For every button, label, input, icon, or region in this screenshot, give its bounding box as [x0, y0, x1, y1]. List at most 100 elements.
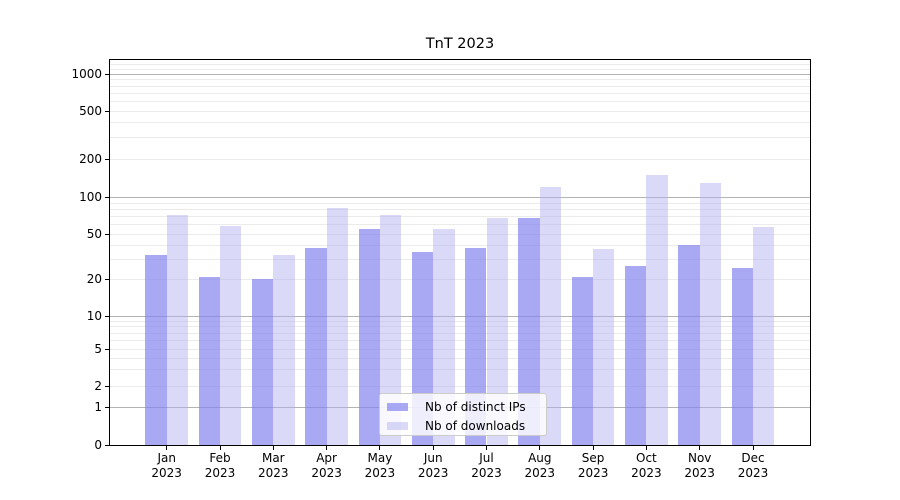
legend-item-distinct-ips: Nb of distinct IPs: [380, 397, 546, 416]
bar-downloads-mar: [273, 254, 295, 445]
y-tick-label: 200: [79, 152, 102, 167]
legend-label-distinct-ips: Nb of distinct IPs: [425, 399, 526, 414]
minor-gridline: [110, 369, 810, 371]
minor-gridline: [110, 233, 810, 235]
x-tick-month: Oct: [636, 451, 657, 465]
x-tick-label-sep: Sep 2023: [563, 451, 623, 481]
x-tick-label-jul: Jul 2023: [457, 451, 517, 481]
bar-downloads-dec: [753, 227, 775, 445]
x-tick-year: 2023: [258, 466, 289, 480]
x-tick-year: 2023: [311, 466, 342, 480]
minor-gridline: [110, 320, 810, 322]
bar-downloads-aug: [539, 187, 562, 445]
x-tick-mark: [432, 446, 434, 450]
x-tick-year: 2023: [204, 466, 236, 480]
minor-gridline: [110, 332, 810, 334]
minor-gridline: [110, 258, 810, 260]
major-gridline: [110, 73, 810, 75]
x-tick-mark: [752, 446, 754, 450]
x-tick-mark: [379, 446, 381, 450]
minor-gridline: [110, 215, 810, 217]
y-tick-mark: [105, 406, 109, 408]
bar-distinct-ips-nov: [678, 245, 700, 445]
minor-gridline: [110, 278, 810, 280]
x-tick-year: 2023: [151, 466, 182, 480]
minor-gridline: [110, 158, 810, 160]
x-tick-year: 2023: [577, 466, 609, 480]
x-tick-month: Nov: [687, 451, 712, 465]
x-tick-month: May: [367, 451, 393, 465]
bar-distinct-ips-may: [358, 229, 380, 445]
bars-layer: [110, 60, 810, 445]
x-tick-label-aug: Aug 2023: [510, 451, 570, 481]
minor-gridline: [110, 202, 810, 204]
x-tick-year: 2023: [684, 466, 715, 480]
minor-gridline: [110, 100, 810, 102]
bar-downloads-feb: [220, 226, 242, 445]
y-tick-label: 500: [79, 104, 102, 118]
minor-gridline: [110, 348, 810, 350]
x-tick-mark: [166, 446, 168, 450]
y-tick-label: 2: [94, 379, 102, 393]
y-tick-label: 5: [94, 342, 102, 357]
x-tick-mark: [645, 446, 647, 450]
y-tick-mark: [105, 73, 109, 75]
y-tick-mark: [105, 315, 109, 317]
x-tick-month: Aug: [528, 451, 552, 465]
x-tick-mark: [539, 446, 541, 450]
legend-swatch-downloads: [387, 421, 408, 430]
minor-gridline: [110, 79, 810, 81]
minor-gridline: [110, 137, 810, 139]
minor-gridline: [110, 244, 810, 246]
x-tick-year: 2023: [631, 466, 662, 480]
x-tick-month: Apr: [316, 451, 337, 465]
bar-downloads-apr: [326, 207, 348, 445]
bar-distinct-ips-oct: [625, 266, 647, 445]
bar-distinct-ips-dec: [731, 268, 753, 445]
minor-gridline: [110, 92, 810, 94]
y-tick-label: 1: [94, 400, 102, 415]
y-tick-mark: [105, 348, 109, 350]
x-tick-month: Sep: [581, 451, 605, 465]
minor-gridline: [110, 326, 810, 328]
x-tick-mark: [326, 446, 328, 450]
bar-downloads-jan: [166, 214, 189, 445]
bar-downloads-oct: [646, 175, 668, 445]
bar-downloads-may: [379, 214, 402, 445]
y-tick-mark: [105, 278, 109, 280]
plot-area: Nb of distinct IPs Nb of downloads: [109, 59, 811, 446]
minor-gridline: [110, 64, 810, 66]
grid-layer: [110, 60, 810, 445]
x-tick-month: Dec: [741, 451, 765, 465]
major-gridline: [110, 196, 810, 198]
y-tick-label: 0: [94, 438, 102, 452]
y-tick-mark: [105, 158, 109, 160]
x-tick-month: Jan: [157, 451, 176, 465]
x-tick-mark: [219, 446, 221, 450]
bar-distinct-ips-sep: [571, 276, 594, 445]
x-tick-label-nov: Nov 2023: [670, 451, 730, 481]
minor-gridline: [110, 224, 810, 226]
minor-gridline: [110, 357, 810, 359]
chart-title: TnT 2023: [425, 36, 495, 52]
x-tick-year: 2023: [417, 466, 449, 480]
minor-gridline: [110, 122, 810, 124]
x-tick-label-jan: Jan 2023: [137, 451, 197, 481]
minor-gridline: [110, 340, 810, 342]
x-tick-mark: [699, 446, 701, 450]
minor-gridline: [110, 208, 810, 210]
major-gridline: [110, 315, 810, 317]
y-tick-mark: [105, 233, 109, 235]
x-tick-year: 2023: [364, 466, 396, 480]
minor-gridline: [110, 110, 810, 112]
bar-downloads-jul: [486, 217, 508, 445]
legend-item-downloads: Nb of downloads: [380, 416, 546, 435]
x-tick-label-mar: Mar 2023: [243, 451, 303, 481]
y-tick-label: 20: [86, 272, 102, 287]
x-tick-mark: [486, 446, 487, 450]
bar-distinct-ips-aug: [518, 217, 540, 445]
y-tick-label: 50: [86, 227, 102, 242]
y-tick-mark: [105, 196, 109, 198]
